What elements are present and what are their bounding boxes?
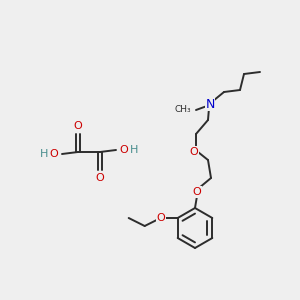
Text: O: O (190, 147, 198, 157)
Text: O: O (193, 187, 201, 197)
Text: H: H (130, 145, 138, 155)
Text: N: N (205, 98, 215, 110)
Text: O: O (156, 213, 165, 223)
Text: CH₃: CH₃ (174, 106, 191, 115)
Text: O: O (96, 173, 104, 183)
Text: O: O (50, 149, 58, 159)
Text: H: H (40, 149, 48, 159)
Text: O: O (74, 121, 82, 131)
Text: O: O (120, 145, 128, 155)
